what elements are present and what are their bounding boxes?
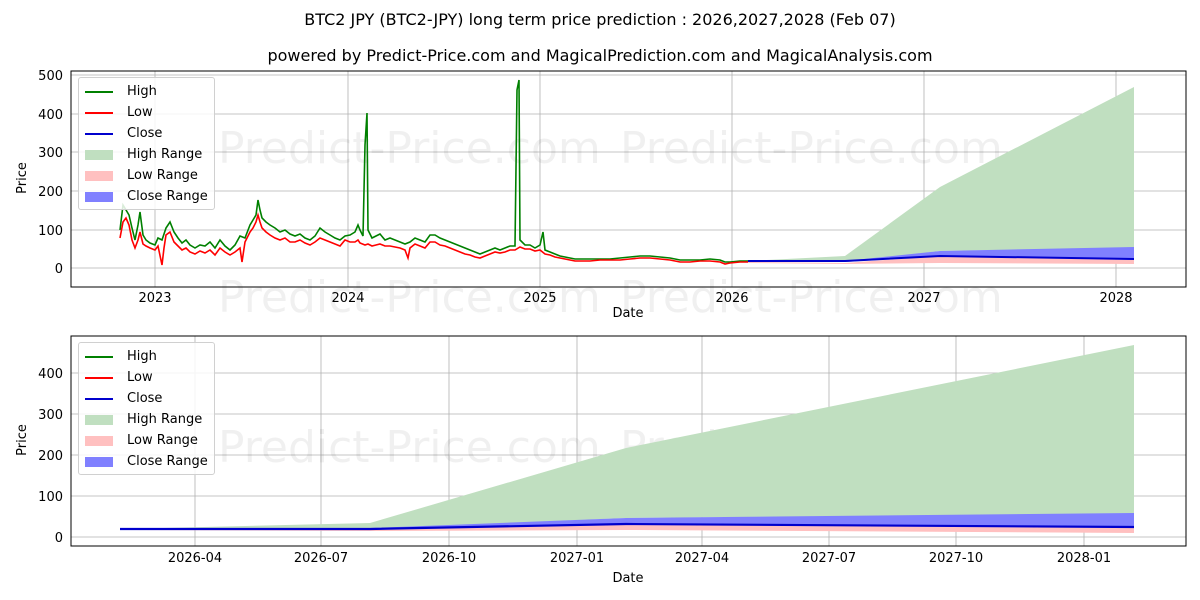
legend-item-low: Low (83, 102, 208, 123)
bottom-x-ticks: 2026-04 2026-07 2026-10 2027-01 2027-04 … (168, 551, 1111, 566)
legend-item-high-range: High Range (83, 409, 208, 430)
svg-text:200: 200 (38, 449, 63, 464)
svg-text:0: 0 (55, 531, 63, 546)
legend-item-close-range: Close Range (83, 451, 208, 472)
bottom-y-axis-label: Price (15, 424, 30, 456)
svg-text:300: 300 (38, 408, 63, 423)
top-y-ticks: 0 100 200 300 400 500 (38, 69, 63, 277)
bottom-plot: Predict-Price.com Predict-Price.com 0 10… (15, 335, 1187, 586)
legend-item-high: High (83, 346, 208, 367)
svg-text:0: 0 (55, 262, 63, 277)
chart-subtitle: powered by Predict-Price.com and Magical… (267, 46, 933, 65)
svg-text:2027-07: 2027-07 (802, 551, 856, 566)
svg-text:2026: 2026 (715, 291, 748, 306)
watermark: Predict-Price.com (620, 272, 1003, 323)
svg-text:2026-04: 2026-04 (168, 551, 222, 566)
top-x-ticks: 2023 2024 2025 2026 2027 2028 (138, 291, 1132, 306)
watermark: Predict-Price.com (620, 123, 1003, 174)
high-line (119, 79, 748, 263)
svg-text:2025: 2025 (523, 291, 556, 306)
svg-text:200: 200 (38, 185, 63, 200)
svg-text:100: 100 (38, 490, 63, 505)
high-range-area (120, 345, 1134, 530)
close-range-area (748, 247, 1134, 262)
watermark: Predict-Price.com (218, 272, 601, 323)
svg-text:2028-01: 2028-01 (1057, 551, 1111, 566)
watermark: Predict-Price.com (218, 422, 601, 473)
legend-item-high-range: High Range (83, 144, 208, 165)
bottom-x-axis-label: Date (612, 571, 643, 586)
close-forecast-line (120, 522, 1135, 531)
top-y-axis-label: Price (15, 162, 30, 194)
legend-item-close-range: Close Range (83, 186, 208, 207)
watermark: Predict-Price.com (218, 123, 601, 174)
legend-item-close: Close (83, 123, 208, 144)
top-plot: Predict-Price.com Predict-Price.com Pred… (15, 69, 1187, 323)
svg-text:300: 300 (38, 146, 63, 161)
legend-item-low-range: Low Range (83, 430, 208, 451)
svg-text:2024: 2024 (331, 291, 364, 306)
svg-text:2026-10: 2026-10 (422, 551, 476, 566)
legend-item-low-range: Low Range (83, 165, 208, 186)
chart-title: BTC2 JPY (BTC2-JPY) long term price pred… (304, 10, 896, 29)
svg-text:400: 400 (38, 367, 63, 382)
svg-text:2027-04: 2027-04 (675, 551, 729, 566)
svg-text:2027-10: 2027-10 (929, 551, 983, 566)
close-forecast-line (748, 254, 1135, 262)
svg-text:2026-07: 2026-07 (294, 551, 348, 566)
bottom-y-ticks: 0 100 200 300 400 (38, 367, 63, 546)
high-range-area (748, 87, 1134, 262)
svg-text:400: 400 (38, 108, 63, 123)
top-x-axis-label: Date (612, 306, 643, 321)
svg-text:2027-01: 2027-01 (550, 551, 604, 566)
legend-item-low: Low (83, 367, 208, 388)
svg-text:2027: 2027 (907, 291, 940, 306)
bottom-legend: High Low Close High Range Low Range Clos… (78, 342, 215, 475)
svg-text:100: 100 (38, 224, 63, 239)
low-range-area (748, 256, 1134, 264)
legend-item-close: Close (83, 388, 208, 409)
svg-text:2023: 2023 (138, 291, 171, 306)
svg-text:500: 500 (38, 69, 63, 84)
svg-text:2028: 2028 (1099, 291, 1132, 306)
top-legend: High Low Close High Range Low Range Clos… (78, 77, 215, 210)
legend-item-high: High (83, 81, 208, 102)
low-line (119, 212, 748, 266)
